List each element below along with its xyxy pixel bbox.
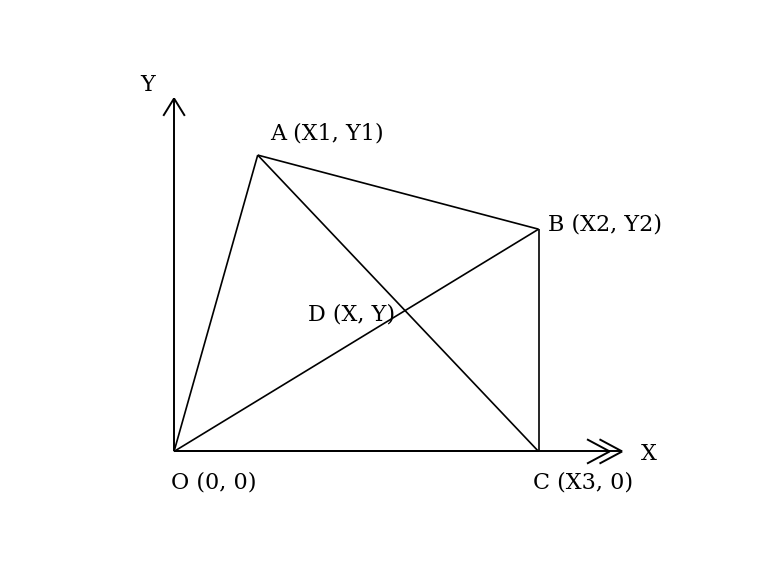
Text: X: X <box>641 443 657 465</box>
Text: B (X2, Y2): B (X2, Y2) <box>547 214 662 236</box>
Text: O (0, 0): O (0, 0) <box>171 471 257 493</box>
Text: Y: Y <box>140 74 154 96</box>
Text: C (X3, 0): C (X3, 0) <box>533 471 633 493</box>
Text: A (X1, Y1): A (X1, Y1) <box>270 122 383 144</box>
Text: D (X, Y): D (X, Y) <box>308 303 396 325</box>
